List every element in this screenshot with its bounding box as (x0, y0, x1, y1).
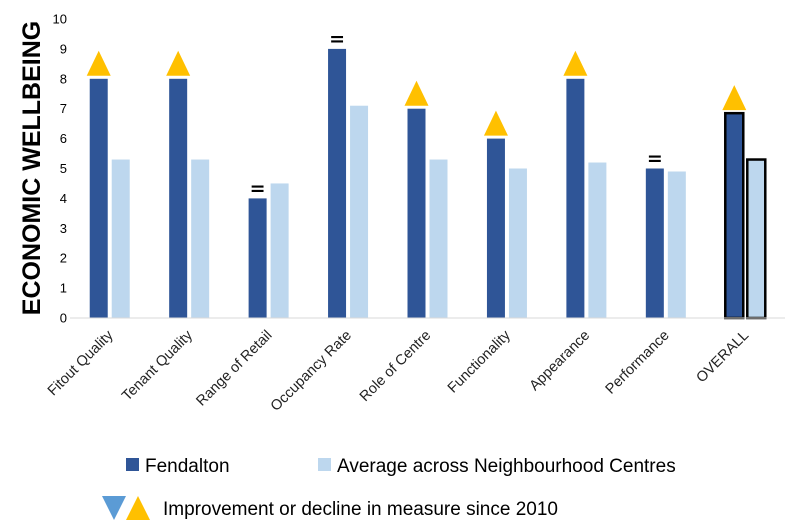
equal-marker: = (329, 28, 345, 50)
y-axis-label: ECONOMIC WELLBEING (18, 21, 46, 315)
y-tick-label: 6 (60, 131, 67, 146)
y-tick-label: 1 (60, 281, 67, 296)
legend-label-average: Average across Neighbourhood Centres (337, 456, 676, 477)
bar-fendalton-tenant-quality (169, 78, 188, 318)
bars (89, 48, 767, 320)
bar-fendalton-overall (724, 111, 745, 320)
legend-label-fendalton: Fendalton (145, 456, 230, 477)
up-triangle-icon (563, 50, 588, 76)
change-markers: = = = (86, 28, 747, 199)
x-tick-label-overall: OVERALL (693, 328, 752, 387)
bar-fendalton-functionality (486, 138, 505, 318)
x-tick-label-appearance: Appearance (527, 328, 594, 395)
bar-fendalton-range-of-retail (248, 198, 267, 318)
up-triangle-icon (404, 80, 429, 106)
y-tick-label: 9 (60, 41, 67, 56)
equal-marker: = (250, 177, 266, 199)
legend-swatch-average (318, 458, 331, 471)
legend-swatch-fendalton (126, 458, 139, 471)
x-tick-label-tenant-quality: Tenant Quality (119, 327, 196, 404)
y-tick-label: 7 (60, 101, 67, 116)
y-tick-labels: 0 1 2 3 4 5 6 7 8 9 10 (53, 12, 67, 326)
y-tick-label: 2 (60, 251, 67, 266)
x-tick-label-fitout-quality: Fitout Quality (45, 327, 117, 399)
bar-average-across-neighbourhood-centres-tenant-quality (191, 159, 210, 318)
up-triangle-icon (86, 50, 111, 76)
bar-fendalton-occupancy-rate (328, 48, 347, 319)
bar-average-across-neighbourhood-centres-fitout-quality (111, 159, 130, 318)
up-triangle-icon (722, 85, 747, 111)
up-triangle-icon (483, 110, 508, 136)
y-tick-label: 5 (60, 161, 67, 176)
up-triangle-icon (166, 50, 191, 76)
x-tick-label-occupancy-rate: Occupancy Rate (268, 328, 355, 415)
y-tick-label: 8 (60, 71, 67, 86)
bar-average-across-neighbourhood-centres-appearance (588, 162, 607, 318)
bar-fendalton-fitout-quality (89, 78, 108, 318)
y-tick-label: 4 (60, 191, 67, 206)
equal-marker: = (647, 148, 663, 170)
bar-fendalton-performance (645, 168, 664, 318)
bar-average-across-neighbourhood-centres-overall (746, 158, 767, 320)
bar-average-across-neighbourhood-centres-occupancy-rate (350, 105, 369, 319)
y-tick-label: 10 (53, 12, 67, 27)
x-tick-label-role-of-centre: Role of Centre (357, 328, 434, 405)
legend-label-change: Improvement or decline in measure since … (163, 499, 558, 520)
bar-average-across-neighbourhood-centres-functionality (508, 168, 527, 318)
bar-average-across-neighbourhood-centres-range-of-retail (270, 183, 289, 318)
x-tick-label-functionality: Functionality (445, 327, 514, 396)
x-tick-label-range-of-retail: Range of Retail (193, 328, 275, 410)
up-triangle-icon (126, 496, 150, 520)
down-triangle-icon (102, 496, 126, 520)
legend: Fendalton Average across Neighbourhood C… (102, 456, 676, 520)
y-tick-label: 0 (60, 311, 67, 326)
bar-fendalton-role-of-centre (407, 108, 426, 318)
bar-average-across-neighbourhood-centres-performance (667, 171, 686, 318)
bar-fendalton-appearance (566, 78, 585, 318)
y-tick-label: 3 (60, 221, 67, 236)
x-tick-label-performance: Performance (603, 328, 673, 398)
bar-average-across-neighbourhood-centres-role-of-centre (429, 159, 448, 318)
